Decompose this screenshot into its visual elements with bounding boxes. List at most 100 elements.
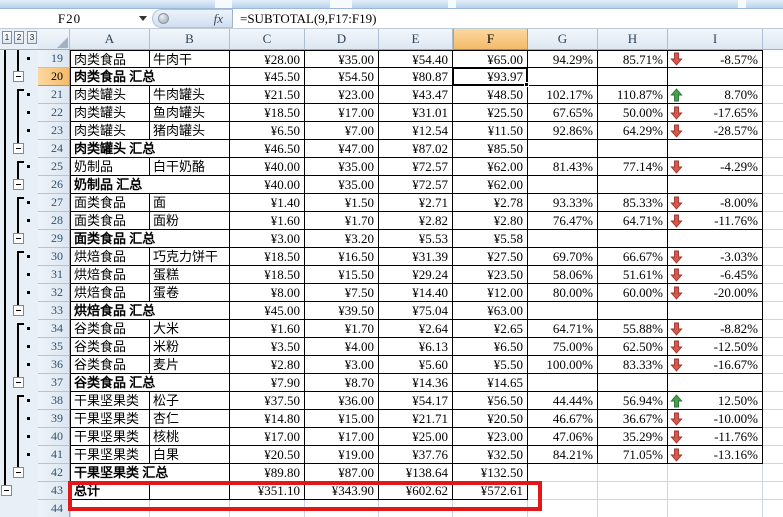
cell-F36[interactable]: ¥5.50 — [453, 356, 528, 374]
cell-G20[interactable] — [528, 68, 598, 86]
cell-H28[interactable]: 64.71% — [598, 212, 668, 230]
cell-G29[interactable] — [528, 230, 598, 248]
cell-B43[interactable] — [150, 482, 230, 500]
cell-I20[interactable] — [668, 68, 763, 86]
row-header-26[interactable]: 26 — [38, 176, 70, 194]
cell-B28[interactable]: 面粉 — [150, 212, 230, 230]
cell-F41[interactable]: ¥32.50 — [453, 446, 528, 464]
cell-C22[interactable]: ¥18.50 — [230, 104, 305, 122]
cell-B27[interactable]: 面 — [150, 194, 230, 212]
row-header-40[interactable]: 40 — [38, 428, 70, 446]
cell-A40[interactable]: 干果坚果类 — [70, 428, 150, 446]
cell-F37[interactable]: ¥14.65 — [453, 374, 528, 392]
cell-E35[interactable]: ¥6.13 — [379, 338, 453, 356]
cell-I21[interactable]: 8.70% — [668, 86, 763, 104]
cell-A38[interactable]: 干果坚果类 — [70, 392, 150, 410]
cell-I44[interactable] — [668, 500, 763, 517]
cell-B21[interactable]: 牛肉罐头 — [150, 86, 230, 104]
select-all-button[interactable] — [38, 29, 70, 50]
cell-I34[interactable]: -8.82% — [668, 320, 763, 338]
cell-F38[interactable]: ¥56.50 — [453, 392, 528, 410]
cell-C43[interactable]: ¥351.10 — [230, 482, 305, 500]
cell-I24[interactable] — [668, 140, 763, 158]
cell-E32[interactable]: ¥14.40 — [379, 284, 453, 302]
cell-D33[interactable]: ¥39.50 — [305, 302, 379, 320]
cell-C38[interactable]: ¥37.50 — [230, 392, 305, 410]
collapse-button-row-29[interactable] — [13, 233, 24, 244]
row-header-35[interactable]: 35 — [38, 338, 70, 356]
cell-D41[interactable]: ¥19.00 — [305, 446, 379, 464]
cell-I28[interactable]: -11.76% — [668, 212, 763, 230]
cell-C20[interactable]: ¥45.50 — [230, 68, 305, 86]
cell-C21[interactable]: ¥21.50 — [230, 86, 305, 104]
cell-F32[interactable]: ¥12.00 — [453, 284, 528, 302]
row-header-19[interactable]: 19 — [38, 50, 70, 68]
cell-F24[interactable]: ¥85.50 — [453, 140, 528, 158]
cell-G23[interactable]: 92.86% — [528, 122, 598, 140]
column-header-D[interactable]: D — [305, 29, 379, 50]
cell-E24[interactable]: ¥87.02 — [379, 140, 453, 158]
cell-E28[interactable]: ¥2.82 — [379, 212, 453, 230]
cell-E19[interactable]: ¥54.40 — [379, 50, 453, 68]
cell-C31[interactable]: ¥18.50 — [230, 266, 305, 284]
cell-I38[interactable]: 12.50% — [668, 392, 763, 410]
cell-H34[interactable]: 55.88% — [598, 320, 668, 338]
row-header-41[interactable]: 41 — [38, 446, 70, 464]
cell-F33[interactable]: ¥63.00 — [453, 302, 528, 320]
row-header-22[interactable]: 22 — [38, 104, 70, 122]
cell-B44[interactable] — [150, 500, 230, 517]
cell-I35[interactable]: -12.50% — [668, 338, 763, 356]
cell-A34[interactable]: 谷类食品 — [70, 320, 150, 338]
cell-G26[interactable] — [528, 176, 598, 194]
cell-A30[interactable]: 烘焙食品 — [70, 248, 150, 266]
collapse-button-row-26[interactable] — [13, 179, 24, 190]
cell-A21[interactable]: 肉类罐头 — [70, 86, 150, 104]
cell-H44[interactable] — [598, 500, 668, 517]
cell-H31[interactable]: 51.61% — [598, 266, 668, 284]
collapse-button-row-20[interactable] — [13, 71, 24, 82]
cell-F34[interactable]: ¥2.65 — [453, 320, 528, 338]
cell-H36[interactable]: 83.33% — [598, 356, 668, 374]
cell-I26[interactable] — [668, 176, 763, 194]
cell-A31[interactable]: 烘焙食品 — [70, 266, 150, 284]
outline-level-1-button[interactable]: 1 — [2, 31, 12, 44]
column-header-E[interactable]: E — [379, 29, 453, 50]
cell-H30[interactable]: 66.67% — [598, 248, 668, 266]
cell-H40[interactable]: 35.29% — [598, 428, 668, 446]
column-header-A[interactable]: A — [70, 29, 150, 50]
cell-D31[interactable]: ¥15.50 — [305, 266, 379, 284]
cell-B41[interactable]: 白果 — [150, 446, 230, 464]
cell-B31[interactable]: 蛋糕 — [150, 266, 230, 284]
row-header-21[interactable]: 21 — [38, 86, 70, 104]
cell-F31[interactable]: ¥23.50 — [453, 266, 528, 284]
cell-H37[interactable] — [598, 374, 668, 392]
cell-E38[interactable]: ¥54.17 — [379, 392, 453, 410]
cell-G27[interactable]: 93.33% — [528, 194, 598, 212]
cell-G19[interactable]: 94.29% — [528, 50, 598, 68]
column-header-H[interactable]: H — [598, 29, 668, 50]
cell-B23[interactable]: 猪肉罐头 — [150, 122, 230, 140]
cell-G21[interactable]: 102.17% — [528, 86, 598, 104]
row-header-23[interactable]: 23 — [38, 122, 70, 140]
cell-C42[interactable]: ¥89.80 — [230, 464, 305, 482]
cell-G31[interactable]: 58.06% — [528, 266, 598, 284]
cell-E20[interactable]: ¥80.87 — [379, 68, 453, 86]
row-header-29[interactable]: 29 — [38, 230, 70, 248]
cell-A33[interactable]: 烘焙食品 汇总 — [70, 302, 230, 320]
cell-H26[interactable] — [598, 176, 668, 194]
cell-F30[interactable]: ¥27.50 — [453, 248, 528, 266]
cell-A29[interactable]: 面类食品 汇总 — [70, 230, 230, 248]
cell-A28[interactable]: 面类食品 — [70, 212, 150, 230]
cell-H24[interactable] — [598, 140, 668, 158]
cell-F29[interactable]: ¥5.58 — [453, 230, 528, 248]
cell-E29[interactable]: ¥5.53 — [379, 230, 453, 248]
cell-H32[interactable]: 60.00% — [598, 284, 668, 302]
cell-D21[interactable]: ¥23.00 — [305, 86, 379, 104]
cell-E26[interactable]: ¥72.57 — [379, 176, 453, 194]
cell-C24[interactable]: ¥46.50 — [230, 140, 305, 158]
cell-C44[interactable] — [230, 500, 305, 517]
cell-G41[interactable]: 84.21% — [528, 446, 598, 464]
cell-D19[interactable]: ¥35.00 — [305, 50, 379, 68]
name-box-dropdown-icon[interactable] — [139, 16, 147, 21]
cell-B32[interactable]: 蛋卷 — [150, 284, 230, 302]
